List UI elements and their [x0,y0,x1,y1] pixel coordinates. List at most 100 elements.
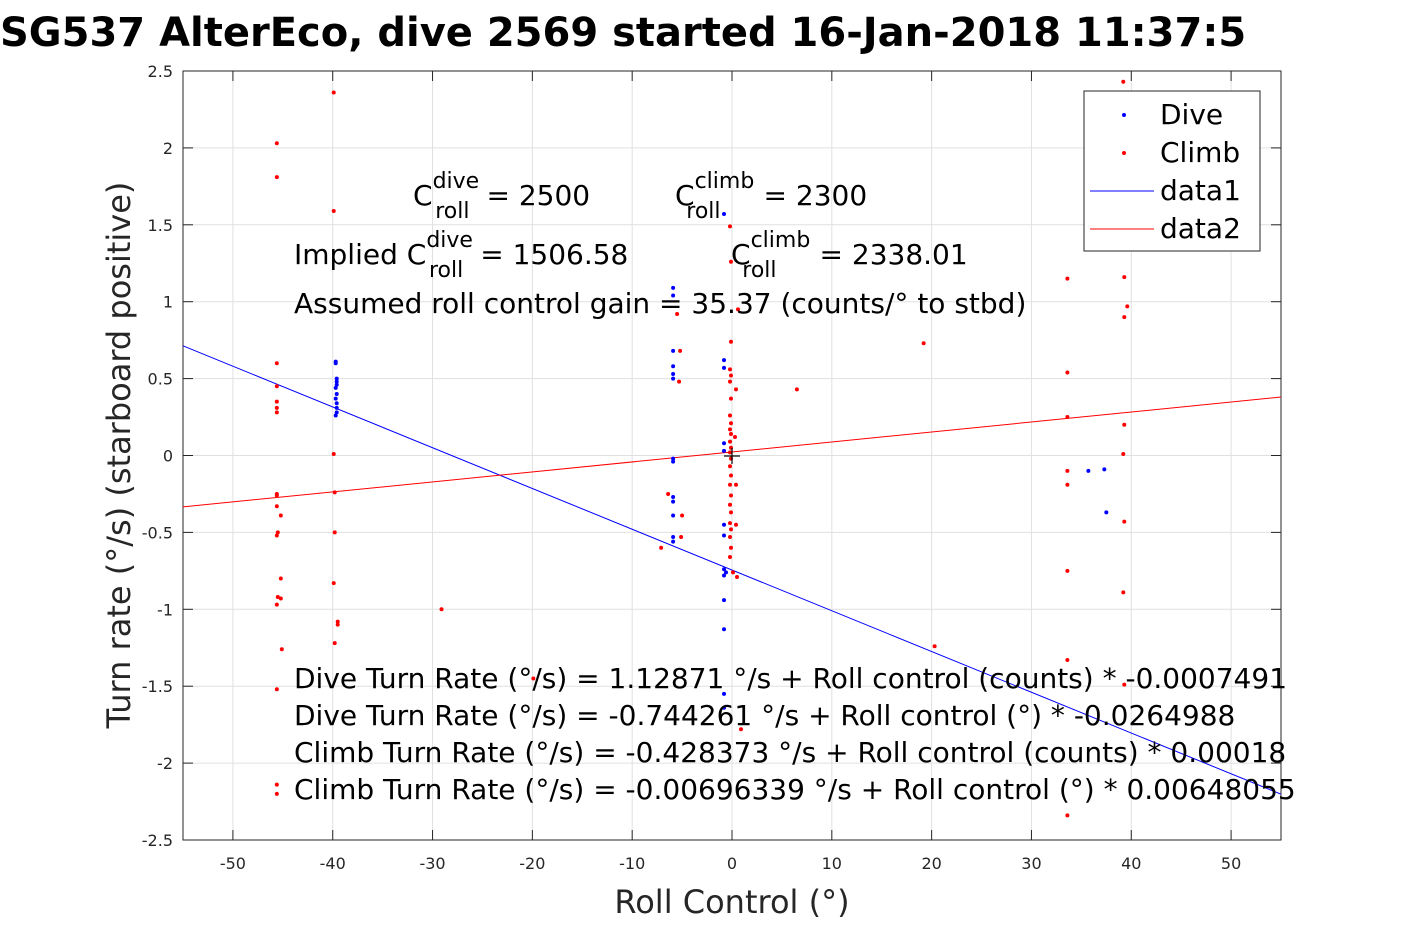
dive-point [1102,467,1107,472]
climb-point [332,641,337,646]
y-tick-label: -0.5 [142,523,173,542]
dive-point [333,396,338,401]
dive-point [724,570,729,575]
climb-point [274,175,279,180]
dive-point [671,364,676,369]
climb-point [1065,415,1070,420]
climb-point [274,141,279,146]
climb-point [729,545,734,550]
climb-point [274,493,279,498]
climb-point [729,421,734,426]
climb-point [729,431,734,436]
y-tick-label: -1.5 [142,677,173,696]
climb-point [794,387,799,392]
climb-point [278,513,283,518]
x-tick-label: 0 [727,854,737,873]
x-tick-label: 30 [1021,854,1041,873]
dive-point [671,348,676,353]
y-tick-label: 0 [163,447,173,466]
data-points [274,79,1130,818]
legend-box [1083,90,1261,252]
climb-point [729,339,734,344]
y-axis-label: Turn rate (°/s) (starboard positive) [100,182,138,730]
climb-point [729,373,734,378]
climb-point [1121,451,1126,456]
climb-point [733,387,738,392]
dive-point [334,405,339,410]
dive-point [722,533,727,538]
climb-point [275,530,280,535]
climb-point [274,782,279,787]
climb-point [728,439,733,444]
climb-point [728,502,733,507]
climb-point [728,535,733,540]
dive-point [333,413,338,418]
dive-point [334,379,339,384]
dive-point [333,385,338,390]
fit-equations: Dive Turn Rate (°/s) = 1.12871 °/s + Rol… [294,662,1296,806]
fit-equation: Climb Turn Rate (°/s) = -0.428373 °/s + … [294,736,1286,769]
x-tick-label: -10 [619,854,645,873]
implied-dive-annotation: Implied Cdive roll = 1506.58 [294,228,628,283]
dive-point [333,361,338,366]
x-tick-label: -40 [320,854,346,873]
climb-point [279,647,284,652]
climb-point [1065,482,1070,487]
x-tick-label: 20 [921,854,941,873]
climb-point [729,473,734,478]
dive-point [1104,510,1109,515]
cdive-annotation: Cdive roll = 2500 [413,169,590,224]
axis-ticks: -50 -40 -30 -20 -10 0 10 20 30 40 50 2.5 2 1.5 1 0.5 0 -0… [142,62,1281,873]
dive-point [671,371,676,376]
y-tick-label: -2.5 [142,831,173,850]
y-tick-label: 2.5 [148,62,173,81]
fit-equation: Dive Turn Rate (°/s) = -0.744261 °/s + R… [294,699,1235,732]
coefficient-annotations: Cdive roll = 2500 Cclimb roll = 2300 Implied… [294,169,1026,320]
dive-point [722,441,727,446]
legend-label-data2: data2 [1160,212,1241,245]
climb-point [1125,304,1130,309]
chart-title: SG537 AlterEco, dive 2569 started 16-Jan… [0,10,1246,56]
climb-point [659,545,664,550]
fit-equation: Dive Turn Rate (°/s) = 1.12871 °/s + Rol… [294,662,1287,695]
climb-point [732,435,737,440]
climb-point [728,367,733,372]
climb-point [728,464,733,469]
legend-label-climb: Climb [1160,136,1240,169]
y-tick-label: -1 [157,600,173,619]
climb-point [335,622,340,627]
climb-point [274,791,279,796]
climb-point [675,312,680,317]
climb-point [677,379,682,384]
climb-point [332,490,337,495]
climb-point [735,307,740,312]
climb-point [728,450,733,455]
dive-point [722,691,727,696]
climb-point [1065,813,1070,818]
dive-point [722,567,727,572]
climb-point [1122,682,1127,687]
climb-point [274,687,279,692]
climb-point [738,727,743,732]
climb-point [274,384,279,389]
climb-point [1122,315,1127,320]
fit-equation: Climb Turn Rate (°/s) = -0.00696339 °/s … [294,773,1296,806]
climb-point [1121,79,1126,84]
legend-label-dive: Dive [1160,98,1223,131]
climb-point [729,527,734,532]
climb-point [274,533,279,538]
dive-point [671,293,676,298]
climb-point [733,522,738,527]
implied-climb-annotation: Cclimb roll = 2338.01 [731,228,968,283]
dive-point [671,459,676,464]
climb-point [666,491,671,496]
y-tick-label: 1.5 [148,216,173,235]
dive-point [722,448,727,453]
climb-point [274,410,279,415]
climb-point [733,482,738,487]
climb-point [278,576,283,581]
climb-point [335,619,340,624]
origin-crosshair [724,448,740,464]
climb-point [331,90,336,95]
